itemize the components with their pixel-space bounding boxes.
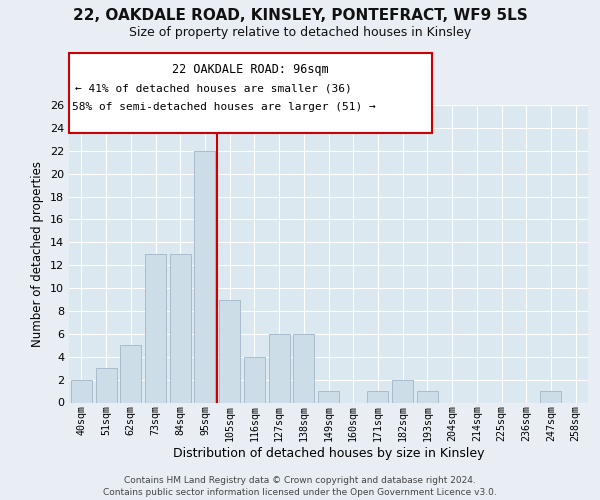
- Text: ← 41% of detached houses are smaller (36): ← 41% of detached houses are smaller (36…: [75, 84, 352, 94]
- Bar: [145, 254, 166, 402]
- Bar: [120, 346, 141, 403]
- Bar: [367, 391, 388, 402]
- Text: Contains public sector information licensed under the Open Government Licence v3: Contains public sector information licen…: [103, 488, 497, 497]
- Text: 58% of semi-detached houses are larger (51) →: 58% of semi-detached houses are larger (…: [72, 102, 376, 112]
- Text: 22 OAKDALE ROAD: 96sqm: 22 OAKDALE ROAD: 96sqm: [172, 64, 329, 76]
- Bar: [417, 391, 438, 402]
- Text: Contains HM Land Registry data © Crown copyright and database right 2024.: Contains HM Land Registry data © Crown c…: [124, 476, 476, 485]
- Bar: [170, 254, 191, 402]
- Bar: [244, 356, 265, 403]
- Y-axis label: Number of detached properties: Number of detached properties: [31, 161, 44, 347]
- Text: Size of property relative to detached houses in Kinsley: Size of property relative to detached ho…: [129, 26, 471, 39]
- Bar: [194, 151, 215, 403]
- Text: 22, OAKDALE ROAD, KINSLEY, PONTEFRACT, WF9 5LS: 22, OAKDALE ROAD, KINSLEY, PONTEFRACT, W…: [73, 8, 527, 22]
- Bar: [541, 391, 562, 402]
- Bar: [318, 391, 339, 402]
- Bar: [293, 334, 314, 402]
- X-axis label: Distribution of detached houses by size in Kinsley: Distribution of detached houses by size …: [173, 447, 484, 460]
- Bar: [392, 380, 413, 402]
- Bar: [269, 334, 290, 402]
- Bar: [219, 300, 240, 403]
- Bar: [71, 380, 92, 402]
- Bar: [95, 368, 116, 402]
